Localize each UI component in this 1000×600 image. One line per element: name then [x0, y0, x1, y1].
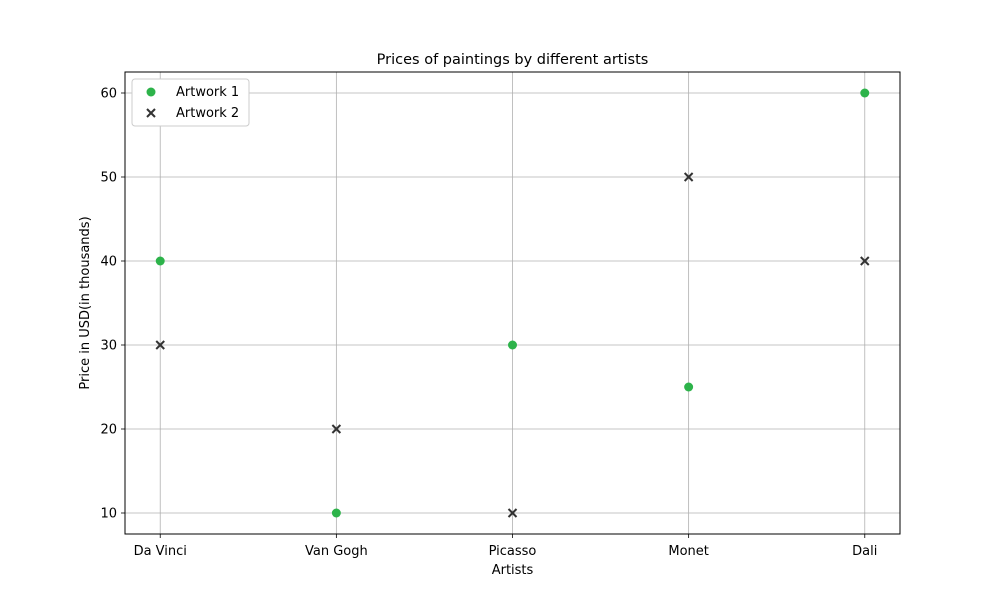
point-artwork-1-picasso [508, 340, 517, 350]
x-tick-label-dali: Dali [852, 544, 877, 559]
legend: Artwork 1 Artwork 2 [131, 78, 250, 127]
point-artwork-1-da-vinci [155, 256, 165, 266]
chart-title: Prices of paintings by different artists [377, 52, 649, 68]
y-tick-label: 10 [100, 507, 117, 522]
x-tick-label-picasso: Picasso [489, 544, 537, 559]
y-axis-label: Price in USD(in thousands) [78, 216, 93, 389]
legend-label-artwork-1: Artwork 1 [176, 85, 239, 100]
point-artwork-2-dali-stroke-b [860, 256, 870, 266]
y-tick-label: 20 [100, 423, 117, 438]
point-artwork-2-monet-stroke-b [683, 172, 694, 182]
x-tick-label-van-gogh: Van Gogh [305, 544, 368, 559]
tick-layer: Da Vinci Van Gogh Picasso Monet Dali 10 20 30 40… [100, 87, 877, 560]
x-tick-label-da-vinci: Da Vinci [134, 544, 187, 559]
point-artwork-1-van-gogh [331, 508, 341, 518]
x-axis-label: Artists [492, 563, 534, 578]
point-artwork-2-van-gogh [331, 424, 342, 434]
point-artwork-2-picasso [507, 508, 518, 518]
x-tick-label-monet: Monet [668, 544, 709, 559]
legend-marker-artwork-2 [146, 108, 156, 118]
point-artwork-1-monet [684, 382, 694, 392]
legend-label-artwork-2: Artwork 2 [176, 106, 239, 121]
legend-marker-artwork-1 [146, 87, 156, 97]
y-tick-label: 60 [100, 87, 117, 102]
point-artwork-2-monet [683, 172, 694, 182]
point-artwork-1-dali [860, 88, 870, 98]
y-tick-label: 50 [100, 171, 117, 186]
point-artwork-2-da-vinci-stroke-b [155, 340, 165, 350]
point-artwork-2-van-gogh-stroke-b [331, 424, 342, 434]
legend-box [131, 78, 250, 127]
marks-layer [155, 88, 870, 518]
point-artwork-2-picasso-stroke-b [507, 508, 518, 518]
y-tick-label: 40 [100, 255, 117, 270]
point-artwork-2-da-vinci [155, 340, 165, 350]
y-tick-label: 30 [100, 339, 117, 354]
point-artwork-2-dali [860, 256, 870, 266]
